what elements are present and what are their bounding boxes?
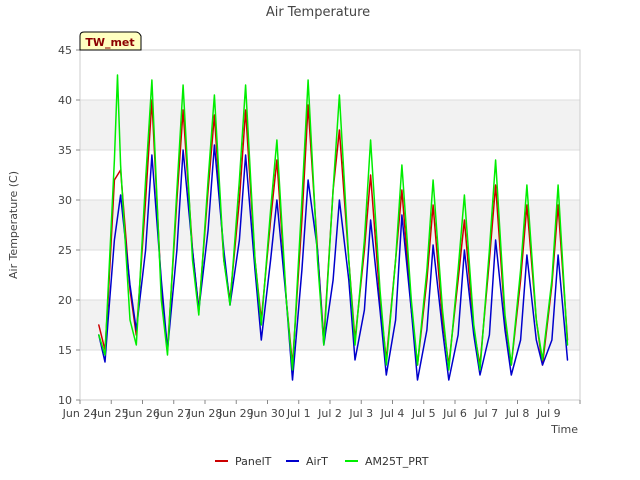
x-tick-label: Jul 3: [348, 407, 373, 420]
y-tick-label: 45: [58, 44, 72, 57]
y-tick-label: 10: [58, 394, 72, 407]
y-tick-label: 35: [58, 144, 72, 157]
y-tick-label: 40: [58, 94, 72, 107]
x-tick-label: Jun 25: [93, 407, 129, 420]
badge-shape: [79, 31, 142, 51]
station-badge: TW_met: [79, 31, 142, 51]
x-tick-label: Jul 2: [317, 407, 342, 420]
x-tick-label: Jul 9: [536, 407, 561, 420]
x-tick-label: Jul 8: [505, 407, 530, 420]
badge-label: TW_met: [85, 36, 134, 49]
y-axis-label: Air Temperature (C): [7, 171, 20, 279]
legend: PanelT AirT AM25T_PRT: [215, 455, 429, 468]
x-tick-label: Jul 1: [286, 407, 311, 420]
plot-background: [80, 50, 580, 400]
x-tick-label: Jun 26: [124, 407, 160, 420]
y-tick-label: 25: [58, 244, 72, 257]
plot-band: [80, 100, 580, 150]
x-tick-label: Jun 30: [249, 407, 285, 420]
y-tick-label: 15: [58, 344, 72, 357]
legend-label: PanelT: [235, 455, 272, 468]
legend-label: AirT: [306, 455, 328, 468]
x-axis-label: Time: [550, 423, 578, 436]
y-tick-label: 20: [58, 294, 72, 307]
x-tick-label: Jul 7: [473, 407, 498, 420]
x-tick-label: Jul 5: [411, 407, 436, 420]
x-tick-label: Jun 28: [187, 407, 223, 420]
x-tick-label: Jul 4: [380, 407, 405, 420]
y-tick-label: 30: [58, 194, 72, 207]
x-tick-label: Jun 29: [218, 407, 254, 420]
x-tick-label: Jun 24: [62, 407, 98, 420]
legend-label: AM25T_PRT: [365, 455, 429, 468]
x-tick-label: Jul 6: [442, 407, 467, 420]
x-tick-label: Jun 27: [155, 407, 191, 420]
chart-title: Air Temperature: [266, 5, 370, 20]
y-axis-ticks: 10 15 20 25 30 35 40 45: [58, 44, 80, 407]
series-line-am25t-prt: [98, 74, 569, 371]
series-group: [98, 74, 569, 381]
